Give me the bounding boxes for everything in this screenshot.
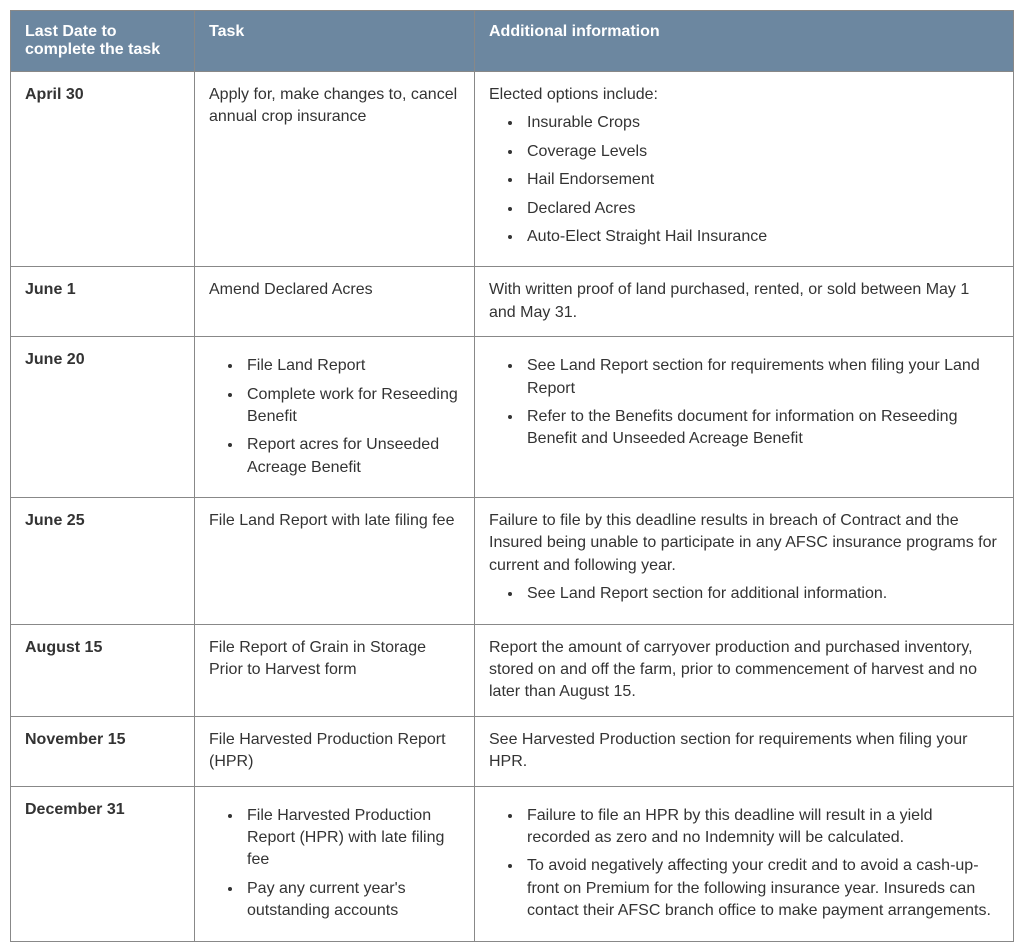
date-cell: June 1: [11, 267, 195, 337]
date-cell: April 30: [11, 72, 195, 267]
table-row: June 1 Amend Declared Acres With written p…: [11, 267, 1014, 337]
list-item: Declared Acres: [523, 198, 999, 220]
list-item: File Harvested Production Report (HPR) w…: [243, 805, 460, 872]
date-cell: December 31: [11, 786, 195, 941]
table-row: December 31 File Harvested Production Rep…: [11, 786, 1014, 941]
col-header-info: Additional information: [475, 11, 1014, 72]
task-cell: File Report of Grain in Storage Prior to…: [195, 624, 475, 716]
date-cell: August 15: [11, 624, 195, 716]
list-item: File Land Report: [243, 355, 460, 377]
task-text: Apply for, make changes to, cancel annua…: [209, 84, 460, 129]
list-item: Hail Endorsement: [523, 169, 999, 191]
task-text: File Report of Grain in Storage Prior to…: [209, 637, 460, 682]
task-cell: Amend Declared Acres: [195, 267, 475, 337]
task-bullets: File Harvested Production Report (HPR) w…: [209, 805, 460, 923]
col-header-date: Last Date to complete the task: [11, 11, 195, 72]
info-cell: See Land Report section for requirements…: [475, 337, 1014, 498]
list-item: Pay any current year's outstanding accou…: [243, 878, 460, 923]
table-row: April 30 Apply for, make changes to, canc…: [11, 72, 1014, 267]
list-item: See Land Report section for requirements…: [523, 355, 999, 400]
list-item: Insurable Crops: [523, 112, 999, 134]
date-cell: June 20: [11, 337, 195, 498]
task-cell: File Harvested Production Report (HPR): [195, 716, 475, 786]
table-row: November 15 File Harvested Production Rep…: [11, 716, 1014, 786]
info-bullets: See Land Report section for additional i…: [489, 583, 999, 605]
table-header: Last Date to complete the task Task Addi…: [11, 11, 1014, 72]
info-text: Report the amount of carryover productio…: [489, 637, 999, 704]
task-cell: File Land Report Complete work for Reseed…: [195, 337, 475, 498]
info-text: See Harvested Production section for req…: [489, 729, 999, 774]
list-item: See Land Report section for additional i…: [523, 583, 999, 605]
col-header-task: Task: [195, 11, 475, 72]
date-cell: November 15: [11, 716, 195, 786]
date-cell: June 25: [11, 498, 195, 625]
task-text: Amend Declared Acres: [209, 279, 460, 301]
table-row: June 20 File Land Report Complete work for…: [11, 337, 1014, 498]
task-cell: File Land Report with late filing fee: [195, 498, 475, 625]
info-bullets: Failure to file an HPR by this deadline …: [489, 805, 999, 923]
info-bullets: See Land Report section for requirements…: [489, 355, 999, 451]
table-row: June 25 File Land Report with late filing…: [11, 498, 1014, 625]
info-cell: See Harvested Production section for req…: [475, 716, 1014, 786]
info-cell: Failure to file an HPR by this deadline …: [475, 786, 1014, 941]
list-item: Refer to the Benefits document for infor…: [523, 406, 999, 451]
info-bullets: Insurable Crops Coverage Levels Hail Endor…: [489, 112, 999, 248]
info-cell: With written proof of land purchased, re…: [475, 267, 1014, 337]
info-cell: Report the amount of carryover productio…: [475, 624, 1014, 716]
info-text: Failure to file by this deadline results…: [489, 510, 999, 577]
task-bullets: File Land Report Complete work for Reseed…: [209, 355, 460, 479]
list-item: Complete work for Reseeding Benefit: [243, 384, 460, 429]
table-row: August 15 File Report of Grain in Storage…: [11, 624, 1014, 716]
list-item: Failure to file an HPR by this deadline …: [523, 805, 999, 850]
list-item: To avoid negatively affecting your credi…: [523, 855, 999, 922]
task-cell: File Harvested Production Report (HPR) w…: [195, 786, 475, 941]
deadlines-table: Last Date to complete the task Task Addi…: [10, 10, 1014, 942]
task-text: File Land Report with late filing fee: [209, 510, 460, 532]
table-body: April 30 Apply for, make changes to, canc…: [11, 72, 1014, 942]
task-cell: Apply for, make changes to, cancel annua…: [195, 72, 475, 267]
list-item: Coverage Levels: [523, 141, 999, 163]
info-intro: Elected options include:: [489, 84, 999, 106]
info-cell: Elected options include: Insurable Crops C…: [475, 72, 1014, 267]
list-item: Report acres for Unseeded Acreage Benefi…: [243, 434, 460, 479]
info-cell: Failure to file by this deadline results…: [475, 498, 1014, 625]
task-text: File Harvested Production Report (HPR): [209, 729, 460, 774]
info-text: With written proof of land purchased, re…: [489, 279, 999, 324]
list-item: Auto-Elect Straight Hail Insurance: [523, 226, 999, 248]
